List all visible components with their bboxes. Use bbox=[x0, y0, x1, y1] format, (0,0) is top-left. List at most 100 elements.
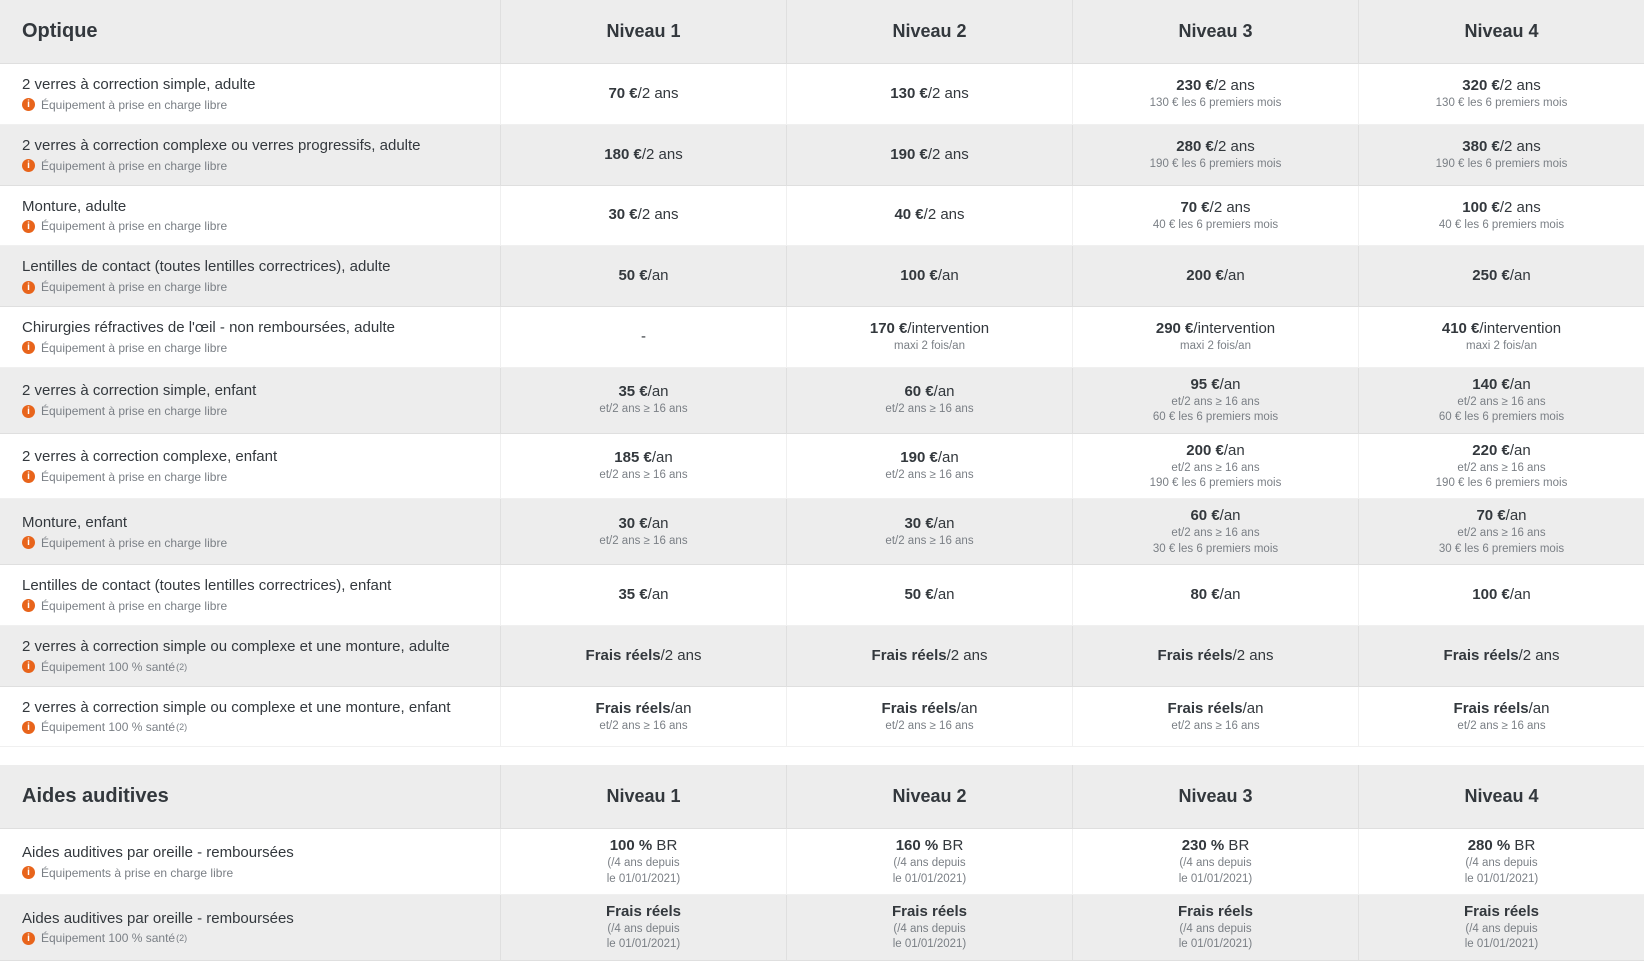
value-strong: 60 € bbox=[1190, 507, 1219, 524]
value-sub: et/2 ans ≥ 16 ans bbox=[1079, 719, 1352, 733]
value-main: 410 €/intervention bbox=[1365, 320, 1638, 338]
value-main: Frais réels/2 ans bbox=[1079, 647, 1352, 665]
value-cell: 35 €/anet/2 ans ≥ 16 ans bbox=[500, 368, 786, 433]
row-note-sup: (2) bbox=[176, 933, 187, 943]
column-header-label: Niveau 4 bbox=[1365, 786, 1638, 807]
row-note: iÉquipement à prise en charge libre bbox=[22, 341, 482, 355]
value-sub: et/2 ans ≥ 16 ans bbox=[1079, 395, 1352, 409]
value-rest: /an bbox=[934, 383, 955, 400]
value-main: 130 €/2 ans bbox=[793, 85, 1066, 103]
row-label: Monture, enfant bbox=[22, 514, 482, 533]
value-rest: /2 ans bbox=[1210, 199, 1251, 216]
value-strong: 220 € bbox=[1472, 442, 1510, 459]
value-rest: /an bbox=[1243, 700, 1264, 717]
column-header-label: Niveau 3 bbox=[1079, 21, 1352, 42]
row-note: iÉquipement à prise en charge libre bbox=[22, 536, 482, 550]
value-cell: 50 €/an bbox=[786, 565, 1072, 625]
value-rest: BR bbox=[652, 837, 677, 854]
value-strong: 130 € bbox=[890, 85, 928, 102]
value-main: Frais réels/an bbox=[507, 700, 780, 718]
value-sub: maxi 2 fois/an bbox=[1079, 339, 1352, 353]
row-note-text: Équipement à prise en charge libre bbox=[41, 98, 227, 112]
value-rest: /an bbox=[957, 700, 978, 717]
value-sub: le 01/01/2021) bbox=[1365, 937, 1638, 951]
value-strong: Frais réels bbox=[1454, 700, 1529, 717]
value-cell: 40 €/2 ans bbox=[786, 186, 1072, 246]
value-rest: /an bbox=[934, 586, 955, 603]
value-sub: maxi 2 fois/an bbox=[793, 339, 1066, 353]
value-rest: /2 ans bbox=[1500, 138, 1541, 155]
value-rest: /2 ans bbox=[924, 206, 965, 223]
value-rest: /an bbox=[1510, 586, 1531, 603]
value-cell: 140 €/anet/2 ans ≥ 16 ans60 € les 6 prem… bbox=[1358, 368, 1644, 433]
value-cell: 70 €/2 ans bbox=[500, 64, 786, 124]
value-cell: 170 €/interventionmaxi 2 fois/an bbox=[786, 307, 1072, 367]
value-rest: /2 ans bbox=[1500, 199, 1541, 216]
row-label-cell: Chirurgies réfractives de l'œil - non re… bbox=[0, 307, 500, 367]
row-label-cell: 2 verres à correction simple, enfantiÉqu… bbox=[0, 368, 500, 433]
value-main: 30 €/2 ans bbox=[507, 206, 780, 224]
value-main: 50 €/an bbox=[507, 267, 780, 285]
row-label: 2 verres à correction complexe ou verres… bbox=[22, 137, 482, 156]
row-label: Chirurgies réfractives de l'œil - non re… bbox=[22, 319, 482, 338]
value-cell: 230 % BR(/4 ans depuisle 01/01/2021) bbox=[1072, 829, 1358, 894]
value-cell: Frais réels/anet/2 ans ≥ 16 ans bbox=[1072, 687, 1358, 747]
value-strong: 70 € bbox=[1180, 199, 1209, 216]
value-rest: /2 ans bbox=[928, 146, 969, 163]
value-main: Frais réels/2 ans bbox=[1365, 647, 1638, 665]
row-label-cell: Monture, adulteiÉquipement à prise en ch… bbox=[0, 186, 500, 246]
value-main: 320 €/2 ans bbox=[1365, 77, 1638, 95]
value-rest: /an bbox=[652, 449, 673, 466]
value-sub: 60 € les 6 premiers mois bbox=[1365, 410, 1638, 424]
table-row: Monture, adulteiÉquipement à prise en ch… bbox=[0, 186, 1644, 247]
value-strong: Frais réels bbox=[1178, 903, 1253, 920]
value-sub: le 01/01/2021) bbox=[1079, 937, 1352, 951]
value-main: Frais réels/an bbox=[1079, 700, 1352, 718]
value-sub: et/2 ans ≥ 16 ans bbox=[507, 534, 780, 548]
value-strong: 100 € bbox=[1462, 199, 1500, 216]
value-cell: 290 €/interventionmaxi 2 fois/an bbox=[1072, 307, 1358, 367]
value-main: 35 €/an bbox=[507, 383, 780, 401]
value-cell: 100 €/an bbox=[786, 246, 1072, 306]
value-sub: (/4 ans depuis bbox=[793, 922, 1066, 936]
value-cell: 95 €/anet/2 ans ≥ 16 ans60 € les 6 premi… bbox=[1072, 368, 1358, 433]
value-main: 380 €/2 ans bbox=[1365, 138, 1638, 156]
value-rest: /2 ans bbox=[947, 647, 988, 664]
column-header: Niveau 1 bbox=[500, 765, 786, 828]
value-cell: Frais réels(/4 ans depuisle 01/01/2021) bbox=[500, 895, 786, 960]
value-sub: et/2 ans ≥ 16 ans bbox=[1365, 461, 1638, 475]
table-row: Lentilles de contact (toutes lentilles c… bbox=[0, 246, 1644, 307]
value-main: 70 €/2 ans bbox=[507, 85, 780, 103]
value-sub: et/2 ans ≥ 16 ans bbox=[1365, 526, 1638, 540]
row-note-text: Équipement à prise en charge libre bbox=[41, 280, 227, 294]
value-main: Frais réels/2 ans bbox=[793, 647, 1066, 665]
column-header-label: Niveau 4 bbox=[1365, 21, 1638, 42]
value-main: 70 €/2 ans bbox=[1079, 199, 1352, 217]
row-note-text: Équipement à prise en charge libre bbox=[41, 470, 227, 484]
value-main: 290 €/intervention bbox=[1079, 320, 1352, 338]
value-rest: /2 ans bbox=[1233, 647, 1274, 664]
value-main: 100 €/2 ans bbox=[1365, 199, 1638, 217]
value-cell: 380 €/2 ans190 € les 6 premiers mois bbox=[1358, 125, 1644, 185]
value-cell: 60 €/anet/2 ans ≥ 16 ans bbox=[786, 368, 1072, 433]
value-main: 180 €/2 ans bbox=[507, 146, 780, 164]
value-main: 30 €/an bbox=[507, 515, 780, 533]
value-strong: Frais réels bbox=[586, 647, 661, 664]
row-label: Lentilles de contact (toutes lentilles c… bbox=[22, 577, 482, 596]
value-strong: 410 € bbox=[1442, 320, 1480, 337]
value-main: 170 €/intervention bbox=[793, 320, 1066, 338]
info-icon: i bbox=[22, 220, 35, 233]
value-rest: /2 ans bbox=[638, 85, 679, 102]
row-note-sup: (2) bbox=[176, 722, 187, 732]
row-label-cell: Aides auditives par oreille - remboursée… bbox=[0, 829, 500, 894]
value-cell: Frais réels/2 ans bbox=[500, 626, 786, 686]
value-rest: /an bbox=[1510, 267, 1531, 284]
row-label: 2 verres à correction simple, enfant bbox=[22, 382, 482, 401]
column-header: Niveau 3 bbox=[1072, 0, 1358, 63]
table-row: Aides auditives par oreille - remboursée… bbox=[0, 895, 1644, 961]
value-rest: /an bbox=[938, 449, 959, 466]
table-row: 2 verres à correction simple ou complexe… bbox=[0, 687, 1644, 748]
value-cell: 180 €/2 ans bbox=[500, 125, 786, 185]
value-cell: 70 €/2 ans40 € les 6 premiers mois bbox=[1072, 186, 1358, 246]
value-cell: Frais réels/anet/2 ans ≥ 16 ans bbox=[500, 687, 786, 747]
